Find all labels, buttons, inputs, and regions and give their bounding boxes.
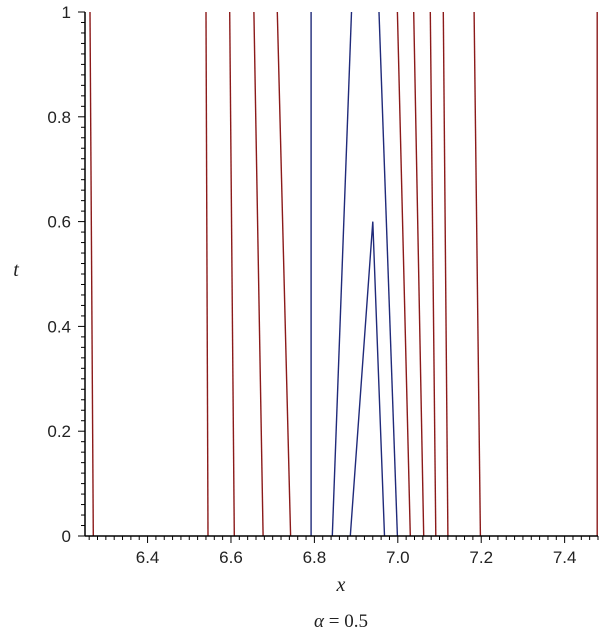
contour-curve-9 <box>378 11 399 537</box>
x-tick-label: 6.6 <box>219 548 243 567</box>
contour-curve-4 <box>253 11 264 537</box>
y-tick-label: 0.2 <box>47 422 71 441</box>
y-ticks: 0 0.2 0.4 0.6 0.8 1 <box>47 3 85 546</box>
alpha-caption: α = 0.5 <box>314 611 368 632</box>
contour-curve-3 <box>229 11 235 537</box>
x-tick-label: 7.2 <box>469 548 493 567</box>
x-tick-label: 7.4 <box>553 548 577 567</box>
contour-curve-5 <box>276 11 292 537</box>
x-tick-label: 7.0 <box>386 548 410 567</box>
contour-curve-8 <box>349 221 386 537</box>
y-tick-label: 0.8 <box>47 108 71 127</box>
y-tick-label: 1 <box>62 3 71 22</box>
contour-curve-1 <box>89 11 94 537</box>
contour-curve-14 <box>473 11 482 537</box>
y-tick-label: 0.6 <box>47 213 71 232</box>
alpha-value: = 0.5 <box>324 611 368 632</box>
y-tick-label: 0.4 <box>47 317 71 336</box>
contour-curve-10 <box>396 11 411 537</box>
x-ticks: 6.4 6.6 6.8 7.0 7.2 7.4 <box>88 536 599 567</box>
x-tick-label: 6.4 <box>136 548 160 567</box>
alpha-symbol: α <box>314 611 325 632</box>
contour-curve-11 <box>413 11 425 537</box>
y-tick-label: 0 <box>62 527 71 546</box>
curve-layer <box>89 11 598 537</box>
contour-curve-2 <box>205 11 209 537</box>
contour-curve-7 <box>331 11 353 537</box>
contour-curve-13 <box>442 11 449 537</box>
x-axis-title: x <box>336 574 346 596</box>
contour-curve-12 <box>429 11 437 537</box>
y-axis-title: t <box>13 259 19 281</box>
x-tick-label: 6.8 <box>303 548 327 567</box>
